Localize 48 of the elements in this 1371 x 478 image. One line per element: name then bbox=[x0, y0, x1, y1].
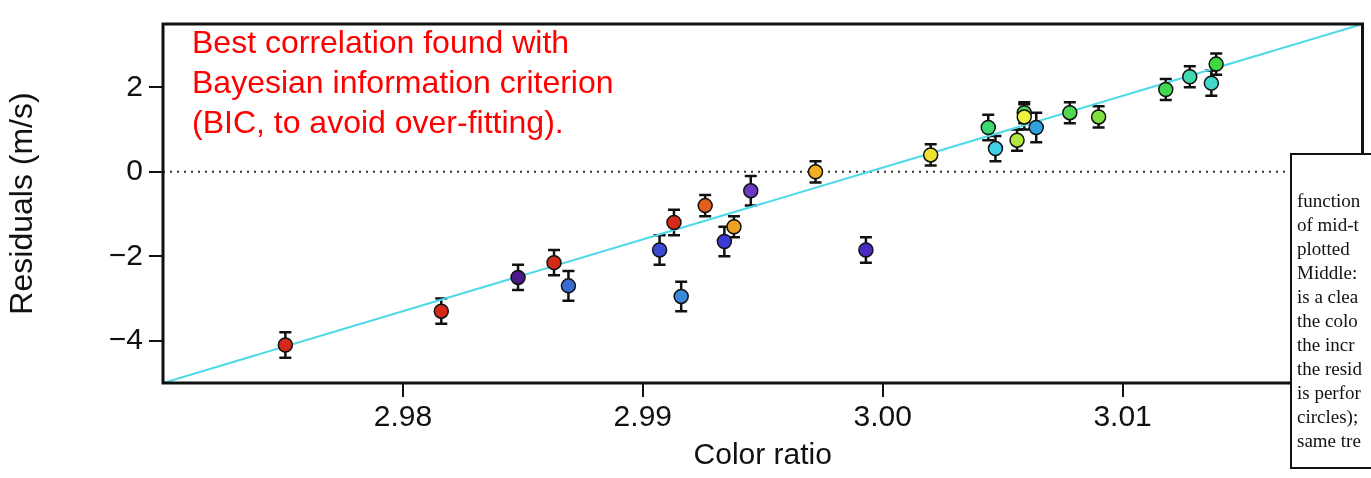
point bbox=[1158, 81, 1174, 98]
annotation: the incr bbox=[1297, 333, 1356, 357]
point bbox=[743, 183, 759, 199]
point bbox=[1062, 104, 1078, 121]
x-tick-label: 3.00 bbox=[853, 399, 912, 433]
y-tick-label: −2 bbox=[108, 237, 143, 271]
point bbox=[697, 197, 713, 214]
annotation: the colo bbox=[1297, 309, 1359, 333]
y-tick-label: −4 bbox=[108, 322, 143, 356]
x-tick-label: 2.98 bbox=[373, 399, 433, 433]
annotation: of mid-t bbox=[1297, 213, 1360, 237]
point bbox=[980, 119, 997, 136]
point bbox=[1182, 69, 1198, 85]
point bbox=[726, 218, 742, 235]
point bbox=[1028, 119, 1044, 136]
point bbox=[546, 254, 562, 271]
point bbox=[858, 242, 874, 258]
annotation: is perfor bbox=[1297, 381, 1362, 405]
point bbox=[277, 337, 294, 353]
point bbox=[510, 269, 526, 286]
point bbox=[651, 242, 668, 258]
point bbox=[922, 147, 939, 163]
annotation: is a clea bbox=[1297, 285, 1360, 309]
annotation: Best correlation found with Bayesian information criterion (BIC, to avoid over-fitting). bbox=[192, 23, 615, 142]
point bbox=[1208, 56, 1224, 72]
y-tick-label: 2 bbox=[126, 68, 143, 102]
text: same tre bbox=[1297, 430, 1361, 451]
point bbox=[1016, 109, 1032, 125]
point bbox=[673, 288, 689, 305]
point bbox=[1203, 75, 1220, 91]
annotation: plotted bbox=[1297, 237, 1351, 261]
point bbox=[1009, 132, 1025, 148]
annotation: the resid bbox=[1297, 357, 1363, 381]
x-axis-title: Color ratio bbox=[693, 437, 832, 471]
y-axis-title: Residuals (m/s) bbox=[3, 92, 40, 315]
annotation: function bbox=[1297, 189, 1362, 213]
text: circles); bbox=[1297, 406, 1359, 427]
x-tick-label: 2.99 bbox=[613, 399, 672, 433]
annotation: Middle: bbox=[1297, 261, 1359, 285]
point bbox=[1090, 109, 1107, 125]
y-tick-label: 0 bbox=[126, 153, 143, 187]
point bbox=[666, 214, 682, 231]
point bbox=[560, 278, 577, 294]
point bbox=[433, 303, 450, 319]
point bbox=[987, 140, 1004, 157]
x-tick-label: 3.01 bbox=[1093, 399, 1152, 433]
point bbox=[716, 233, 733, 250]
point bbox=[807, 164, 824, 180]
